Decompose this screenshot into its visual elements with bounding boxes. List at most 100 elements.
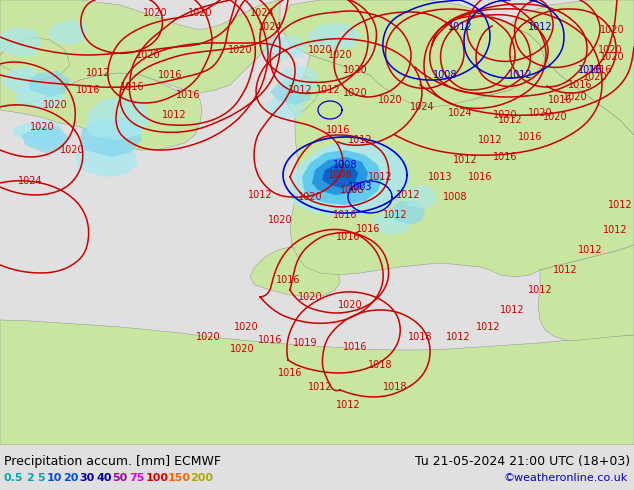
- Polygon shape: [270, 79, 312, 105]
- Text: 1016: 1016: [278, 368, 302, 378]
- Text: 1016: 1016: [333, 210, 357, 220]
- Text: 1020: 1020: [196, 332, 220, 342]
- Polygon shape: [250, 247, 340, 297]
- Text: 1018: 1018: [368, 360, 392, 370]
- Text: 1012: 1012: [527, 285, 552, 295]
- Text: 1012: 1012: [477, 135, 502, 145]
- Text: 5: 5: [37, 473, 44, 483]
- Text: 1020: 1020: [42, 100, 67, 110]
- Text: 1018: 1018: [383, 382, 407, 392]
- Text: 100: 100: [145, 473, 169, 483]
- Text: 1012: 1012: [368, 172, 392, 182]
- Polygon shape: [308, 23, 360, 50]
- Text: 1012: 1012: [162, 110, 186, 120]
- Text: 1016: 1016: [588, 65, 612, 75]
- Text: 1008: 1008: [333, 160, 357, 170]
- Text: 1012: 1012: [86, 68, 110, 78]
- Text: 1012: 1012: [500, 305, 524, 315]
- Text: 1012: 1012: [396, 190, 420, 200]
- Text: 1016: 1016: [578, 65, 602, 75]
- Text: 1012: 1012: [578, 245, 602, 255]
- Text: 40: 40: [96, 473, 112, 483]
- Text: 1024: 1024: [257, 22, 282, 32]
- Polygon shape: [0, 27, 42, 57]
- Polygon shape: [0, 320, 634, 445]
- Text: 1012: 1012: [288, 85, 313, 95]
- Text: 1016: 1016: [518, 132, 542, 142]
- Polygon shape: [290, 140, 410, 217]
- Text: 1012: 1012: [307, 382, 332, 392]
- Text: 30: 30: [80, 473, 95, 483]
- Polygon shape: [75, 137, 138, 177]
- Polygon shape: [322, 163, 358, 188]
- Text: 1020: 1020: [228, 45, 252, 55]
- Text: 1012: 1012: [383, 210, 407, 220]
- Text: 20: 20: [63, 473, 79, 483]
- Polygon shape: [86, 97, 150, 140]
- Text: 1020: 1020: [598, 45, 623, 55]
- Text: 1020: 1020: [543, 112, 567, 122]
- Text: 1016: 1016: [176, 90, 200, 100]
- Polygon shape: [0, 73, 202, 150]
- Text: 1012: 1012: [453, 155, 477, 165]
- Text: 1016: 1016: [276, 275, 301, 285]
- Text: 1020: 1020: [307, 45, 332, 55]
- Text: 1016: 1016: [548, 95, 573, 105]
- Text: 1020: 1020: [328, 50, 353, 60]
- Text: 1020: 1020: [136, 50, 160, 60]
- Text: 1020: 1020: [343, 88, 367, 98]
- Polygon shape: [22, 127, 68, 153]
- Text: 1008: 1008: [443, 192, 467, 202]
- Text: 1016: 1016: [158, 70, 182, 80]
- Text: 1024: 1024: [410, 102, 434, 112]
- Text: 1020: 1020: [298, 192, 322, 202]
- Text: 1024: 1024: [448, 108, 472, 118]
- Text: 1020: 1020: [30, 122, 55, 132]
- Text: 1012: 1012: [527, 22, 552, 32]
- Text: 1020: 1020: [378, 95, 403, 105]
- Polygon shape: [262, 35, 308, 60]
- Polygon shape: [302, 150, 382, 205]
- Text: 1013: 1013: [428, 172, 452, 182]
- Text: 1016: 1016: [493, 152, 517, 162]
- Text: 1016: 1016: [75, 85, 100, 95]
- Polygon shape: [80, 117, 142, 157]
- Text: 1016: 1016: [343, 342, 367, 352]
- Polygon shape: [280, 0, 545, 107]
- Polygon shape: [28, 71, 70, 97]
- Text: 1020: 1020: [600, 25, 624, 35]
- Text: 1020: 1020: [583, 72, 607, 82]
- Text: 1012: 1012: [508, 70, 533, 80]
- Text: 1019: 1019: [293, 338, 317, 348]
- Polygon shape: [290, 45, 634, 277]
- Text: 1020: 1020: [527, 108, 552, 118]
- Text: Precipitation accum. [mm] ECMWF: Precipitation accum. [mm] ECMWF: [4, 455, 221, 468]
- Text: 1012: 1012: [476, 322, 500, 332]
- Text: 1012: 1012: [316, 85, 340, 95]
- Text: 50: 50: [113, 473, 128, 483]
- Text: 1016: 1016: [120, 82, 145, 92]
- Text: 1003: 1003: [348, 182, 372, 192]
- Polygon shape: [312, 157, 368, 195]
- Text: 0.5: 0.5: [4, 473, 23, 483]
- Text: 1012: 1012: [347, 135, 372, 145]
- Text: 1020: 1020: [268, 215, 292, 225]
- Text: 10: 10: [47, 473, 62, 483]
- Text: 1020: 1020: [143, 8, 167, 18]
- Text: 1008: 1008: [340, 185, 365, 195]
- Text: 150: 150: [168, 473, 191, 483]
- Text: 1012: 1012: [607, 200, 632, 210]
- Text: 1012: 1012: [603, 225, 627, 235]
- Polygon shape: [2, 67, 40, 93]
- Polygon shape: [0, 37, 70, 80]
- Text: 1020: 1020: [60, 145, 84, 155]
- Text: 1008: 1008: [433, 70, 457, 80]
- Text: 1024: 1024: [18, 176, 42, 186]
- Polygon shape: [372, 211, 410, 235]
- Text: 1012: 1012: [553, 265, 578, 275]
- Text: 1016: 1016: [568, 80, 592, 90]
- Polygon shape: [265, 95, 305, 120]
- Text: 1016: 1016: [468, 172, 492, 182]
- Text: 1012: 1012: [248, 190, 273, 200]
- Polygon shape: [510, 0, 634, 135]
